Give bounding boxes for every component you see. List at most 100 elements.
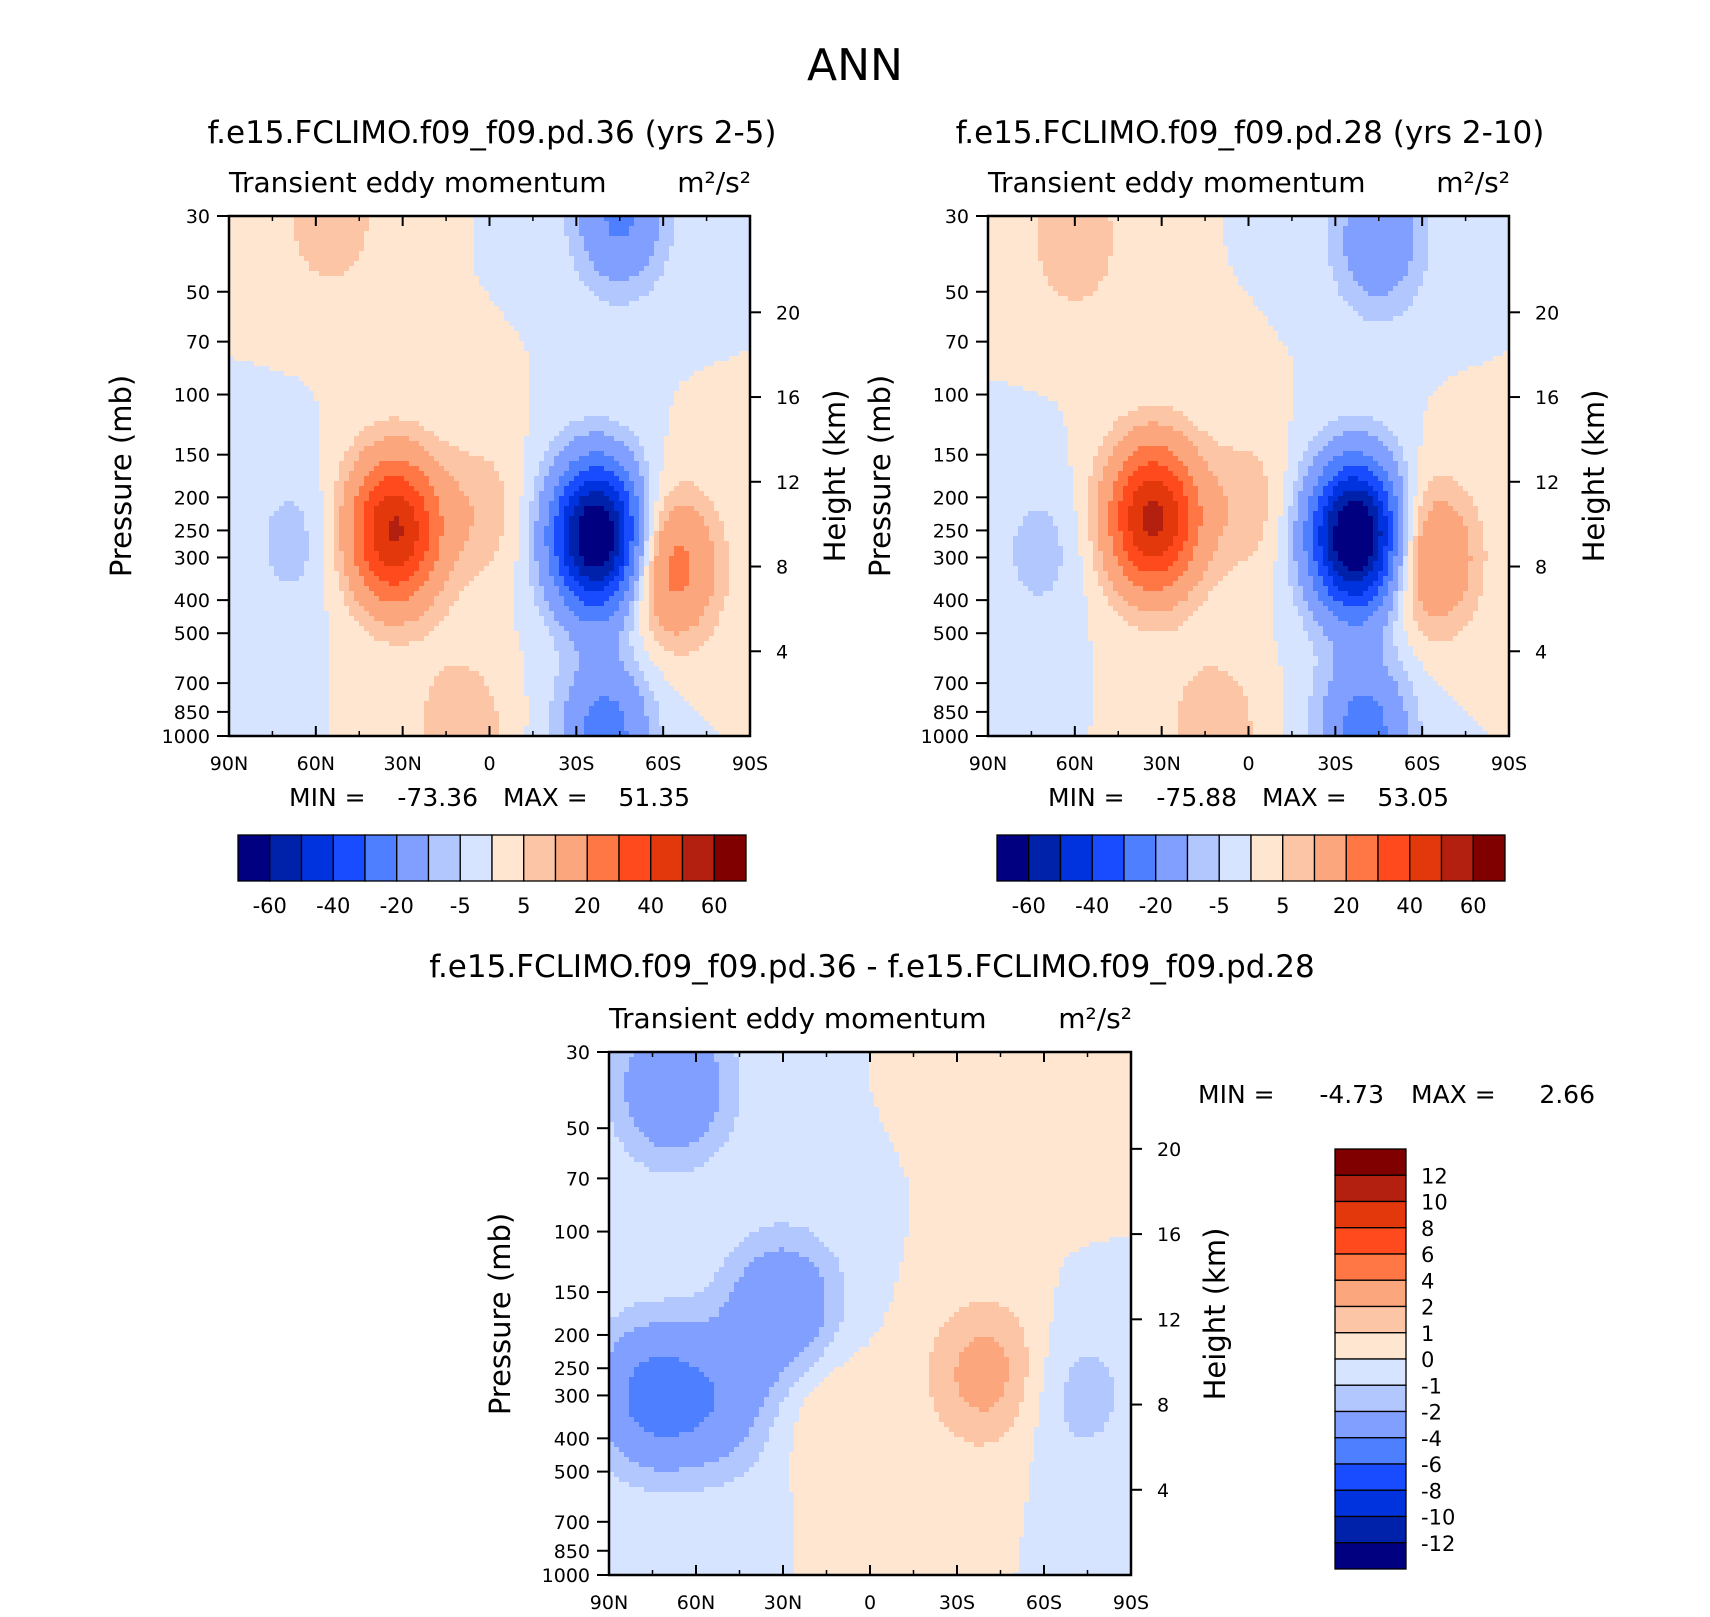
colorbar-label: 40 (637, 894, 664, 918)
y-tick-label: 500 (554, 1462, 590, 1484)
colorbar-swatch (459, 834, 493, 882)
colorbar-label: -1 (1421, 1374, 1442, 1398)
y2-tick-label: 8 (776, 557, 788, 579)
colorbar-swatch (1282, 834, 1316, 882)
panel-1-contour-field (229, 216, 750, 736)
y2-tick-label: 20 (1535, 302, 1559, 324)
y-tick-label: 400 (554, 1428, 590, 1450)
y-tick-label: 200 (174, 487, 210, 509)
colorbar-swatch (427, 834, 461, 882)
x-tick-label: 0 (864, 1592, 876, 1614)
y-tick-label: 300 (933, 547, 969, 569)
panel-2: f.e15.FCLIMO.f09_f09.pd.28 (yrs 2-10) Tr… (863, 115, 1611, 918)
figure-title: ANN (807, 40, 903, 91)
x-tick-label: 30S (939, 1592, 975, 1614)
colorbar-label: 12 (1421, 1164, 1448, 1188)
y2-tick-label: 8 (1535, 557, 1547, 579)
panel-1-min-label: MIN = (289, 783, 366, 812)
colorbar-label: -2 (1421, 1401, 1442, 1425)
x-tick-label: 90S (1491, 753, 1527, 775)
colorbar-label: 5 (517, 894, 530, 918)
colorbar-swatch (1123, 834, 1157, 882)
panel-2-ylabel: Pressure (mb) (863, 375, 897, 577)
x-tick-label: 90S (1113, 1592, 1149, 1614)
y-tick-label: 100 (933, 385, 969, 407)
panel-2-units: m²/s² (1436, 166, 1510, 199)
y2-tick-label: 16 (1535, 387, 1559, 409)
x-tick-label: 0 (483, 753, 495, 775)
x-tick-label: 30S (1317, 753, 1353, 775)
y2-tick-label: 16 (1157, 1224, 1181, 1246)
panel-3-y2label: Height (km) (1198, 1228, 1232, 1401)
y-tick-label: 50 (566, 1118, 590, 1140)
colorbar-swatch (1334, 1332, 1407, 1360)
colorbar-swatch (650, 834, 684, 882)
y-tick-label: 70 (186, 332, 210, 354)
colorbar-swatch (1186, 834, 1220, 882)
colorbar-swatch (300, 834, 334, 882)
panel-2-y2label: Height (km) (1577, 390, 1611, 563)
colorbar-swatch (1409, 834, 1443, 882)
colorbar-swatch (1472, 834, 1506, 882)
panel-2-max-value: 53.05 (1377, 783, 1449, 812)
panel-1-max-label: MAX = (503, 783, 588, 812)
x-tick-label: 60S (645, 753, 681, 775)
panel-3-min-label: MIN = (1198, 1080, 1275, 1109)
colorbar-swatch (523, 834, 557, 882)
colorbar-swatch (1334, 1384, 1407, 1413)
colorbar-label: 10 (1421, 1191, 1448, 1215)
panel-1-ylabel: Pressure (mb) (104, 375, 138, 577)
colorbar-swatch (1334, 1148, 1407, 1176)
colorbar-swatch (1250, 834, 1284, 882)
y-tick-label: 1000 (921, 726, 969, 748)
colorbar-label: 0 (1421, 1348, 1434, 1372)
colorbar-label: 20 (574, 894, 601, 918)
y2-tick-label: 4 (1535, 641, 1547, 663)
y-tick-label: 400 (933, 590, 969, 612)
colorbar-swatch (269, 834, 303, 882)
y-tick-label: 200 (933, 487, 969, 509)
panel-3-min-value: -4.73 (1319, 1080, 1384, 1109)
colorbar-label: 2 (1421, 1296, 1434, 1320)
y-tick-label: 250 (933, 520, 969, 542)
colorbar-swatch (1334, 1253, 1407, 1281)
colorbar-label: 5 (1276, 894, 1289, 918)
colorbar-swatch (396, 834, 430, 882)
panel-1-axes: 90N 60N 30N 0 30S 60S 90S 30 50 70 100 150 200 250 300… (162, 206, 801, 775)
panel-2-min-value: -75.88 (1156, 783, 1237, 812)
y-tick-label: 50 (945, 282, 969, 304)
x-tick-label: 30N (1142, 753, 1180, 775)
x-tick-label: 0 (1242, 753, 1254, 775)
panel-1-max-value: 51.35 (618, 783, 690, 812)
colorbar-swatch (1377, 834, 1411, 882)
y-tick-label: 150 (933, 445, 969, 467)
panel-1-units: m²/s² (677, 166, 751, 199)
colorbar-label: 6 (1421, 1243, 1434, 1267)
panel-3-max-value: 2.66 (1539, 1080, 1595, 1109)
colorbar-swatch (1334, 1463, 1407, 1491)
x-tick-label: 60N (297, 753, 335, 775)
colorbar-swatch (1334, 1279, 1407, 1308)
colorbar-label: 20 (1333, 894, 1360, 918)
colorbar-swatch (1334, 1200, 1407, 1229)
x-tick-label: 90N (210, 753, 248, 775)
panel-1-title: f.e15.FCLIMO.f09_f09.pd.36 (yrs 2-5) (207, 115, 776, 151)
x-tick-label: 90S (732, 753, 768, 775)
colorbar-swatch (586, 834, 620, 882)
panel-1-y2label: Height (km) (818, 390, 852, 563)
colorbar-label: 60 (701, 894, 728, 918)
colorbar-label: -6 (1421, 1453, 1442, 1477)
colorbar-swatch (1028, 834, 1062, 882)
colorbar-label: -4 (1421, 1427, 1442, 1451)
y-tick-label: 700 (554, 1512, 590, 1534)
y-tick-label: 30 (566, 1042, 590, 1064)
colorbar-swatch (1218, 834, 1252, 882)
y-tick-label: 850 (933, 702, 969, 724)
y-tick-label: 100 (554, 1222, 590, 1244)
y-tick-label: 500 (933, 623, 969, 645)
colorbar-swatch (1334, 1437, 1407, 1465)
colorbar-label: -60 (253, 894, 287, 918)
colorbar-label: -5 (450, 894, 471, 918)
y-tick-label: 150 (554, 1282, 590, 1304)
panel-3-ylabel: Pressure (mb) (483, 1213, 517, 1415)
